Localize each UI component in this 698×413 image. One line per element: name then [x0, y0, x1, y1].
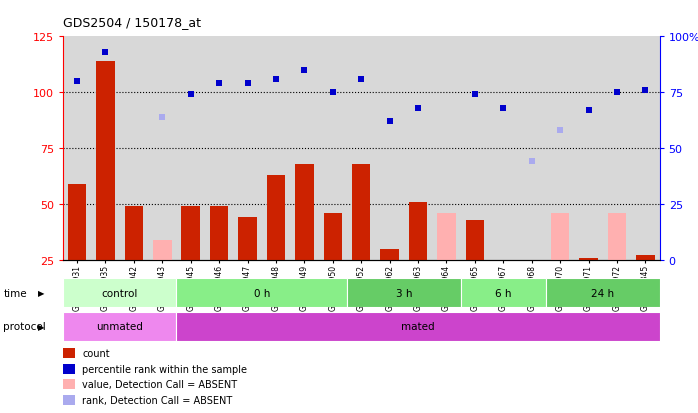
Text: rank, Detection Call = ABSENT: rank, Detection Call = ABSENT [82, 395, 232, 405]
Text: 6 h: 6 h [495, 288, 512, 298]
Bar [63, 279, 177, 308]
Bar [437, 214, 456, 260]
Bar [608, 214, 626, 260]
Bar [210, 206, 228, 260]
Bar [551, 214, 570, 260]
Bar [489, 37, 517, 260]
Bar [494, 260, 512, 309]
Bar [205, 37, 233, 260]
Bar [546, 37, 574, 260]
Text: count: count [82, 348, 110, 358]
Bar [177, 37, 205, 260]
Bar [432, 37, 461, 260]
Bar [404, 37, 432, 260]
Text: mated: mated [401, 321, 435, 331]
Bar [347, 37, 376, 260]
Bar [267, 176, 285, 260]
Bar [68, 184, 87, 260]
Bar [290, 37, 318, 260]
Bar [119, 37, 148, 260]
Bar [523, 260, 541, 269]
Text: GDS2504 / 150178_at: GDS2504 / 150178_at [63, 16, 201, 29]
Bar [63, 37, 91, 260]
Bar [461, 279, 546, 308]
Bar [546, 279, 660, 308]
Bar [238, 218, 257, 260]
Bar [91, 37, 119, 260]
Bar [177, 279, 347, 308]
Bar [318, 37, 347, 260]
Text: percentile rank within the sample: percentile rank within the sample [82, 364, 247, 374]
Text: protocol: protocol [3, 321, 46, 331]
Bar [466, 220, 484, 260]
Bar [324, 214, 342, 260]
Bar [177, 312, 660, 341]
Bar [262, 37, 290, 260]
Text: 0 h: 0 h [253, 288, 270, 298]
Bar [461, 37, 489, 260]
Text: time: time [3, 288, 27, 298]
Bar [153, 240, 172, 260]
Bar [409, 202, 427, 260]
Bar [181, 206, 200, 260]
Text: ▶: ▶ [38, 322, 45, 331]
Bar [376, 37, 404, 260]
Text: 24 h: 24 h [591, 288, 614, 298]
Bar [295, 164, 313, 260]
Bar [636, 256, 655, 260]
Text: ▶: ▶ [38, 289, 45, 298]
Text: unmated: unmated [96, 321, 143, 331]
Bar [579, 258, 597, 260]
Bar [574, 37, 603, 260]
Text: control: control [101, 288, 138, 298]
Bar [96, 62, 114, 260]
Text: 3 h: 3 h [396, 288, 412, 298]
Bar [233, 37, 262, 260]
Bar [631, 37, 660, 260]
Bar [148, 37, 177, 260]
Bar [125, 206, 143, 260]
Bar [517, 37, 546, 260]
Bar [63, 312, 177, 341]
Bar [347, 279, 461, 308]
Bar [380, 249, 399, 260]
Bar [603, 37, 631, 260]
Text: value, Detection Call = ABSENT: value, Detection Call = ABSENT [82, 380, 237, 389]
Bar [352, 164, 371, 260]
